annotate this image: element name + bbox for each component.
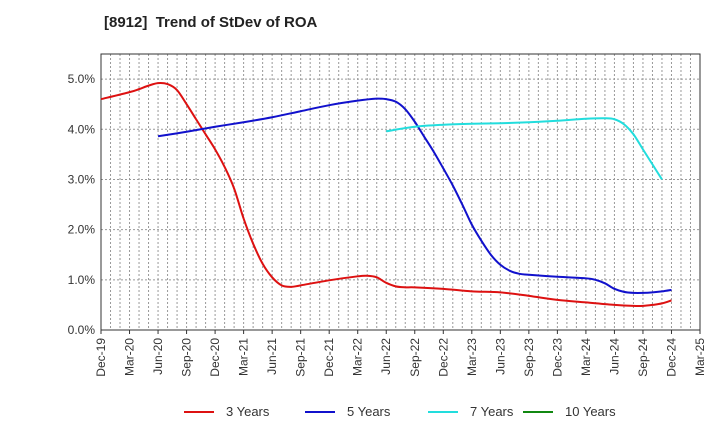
x-tick-label: Sep-24 (636, 338, 650, 377)
series-line-7-years (386, 117, 663, 180)
legend: 3 Years 5 Years 7 Years 10 Years (0, 404, 720, 426)
x-tick-label: Dec-20 (208, 338, 222, 377)
x-tick-label: Mar-23 (465, 338, 479, 376)
legend-item-10-years: 10 Years (523, 404, 616, 419)
chart-title: [8912] Trend of StDev of ROA (104, 14, 318, 31)
x-tick-label: Dec-21 (322, 338, 336, 377)
x-tick-label: Mar-21 (237, 338, 251, 376)
series-line-3-years (100, 81, 672, 308)
y-tick-label: 0.0% (68, 323, 96, 337)
legend-label: 10 Years (565, 404, 616, 419)
y-tick-label: 1.0% (68, 273, 96, 287)
legend-swatch (305, 410, 335, 413)
x-tick-label: Mar-25 (693, 338, 707, 376)
x-tick-label: Jun-21 (265, 338, 279, 375)
x-tick-label: Jun-20 (151, 338, 165, 375)
x-tick-label: Dec-23 (550, 338, 564, 377)
x-tick-label: Mar-20 (123, 338, 137, 376)
legend-item-3-years: 3 Years (184, 404, 269, 419)
x-tick-label: Dec-22 (436, 338, 450, 377)
legend-label: 3 Years (226, 404, 270, 419)
legend-item-5-years: 5 Years (305, 404, 390, 419)
plot-area: 0.0% 1.0% 2.0% 3.0% 4.0% 5.0% Dec-19 Mar-20 Jun-… (68, 53, 707, 377)
x-tick-label: Jun-22 (379, 338, 393, 375)
x-tick-label: Jun-24 (607, 338, 621, 375)
legend-item-7-years: 7 Years (428, 404, 513, 419)
x-tick-label: Sep-23 (522, 338, 536, 377)
x-tick-label: Jun-23 (493, 338, 507, 375)
legend-swatch (428, 410, 458, 413)
x-tick-label: Dec-24 (664, 338, 678, 377)
y-tick-label: 2.0% (68, 223, 96, 237)
x-tick-label: Sep-20 (180, 338, 194, 377)
x-tick-label: Sep-22 (408, 338, 422, 377)
x-tick-label: Sep-21 (294, 338, 308, 377)
legend-label: 5 Years (347, 404, 391, 419)
y-tick-label: 3.0% (68, 172, 96, 186)
x-tick-label: Dec-19 (94, 338, 108, 377)
plot-frame (100, 53, 701, 331)
legend-swatch (523, 410, 553, 413)
x-tick-label: Mar-24 (579, 338, 593, 376)
legend-swatch (184, 410, 214, 413)
legend-label: 7 Years (470, 404, 514, 419)
y-tick-label: 5.0% (68, 72, 96, 86)
series-line-5-years (157, 97, 672, 294)
x-tick-label: Mar-22 (351, 338, 365, 376)
y-tick-label: 4.0% (68, 122, 96, 136)
